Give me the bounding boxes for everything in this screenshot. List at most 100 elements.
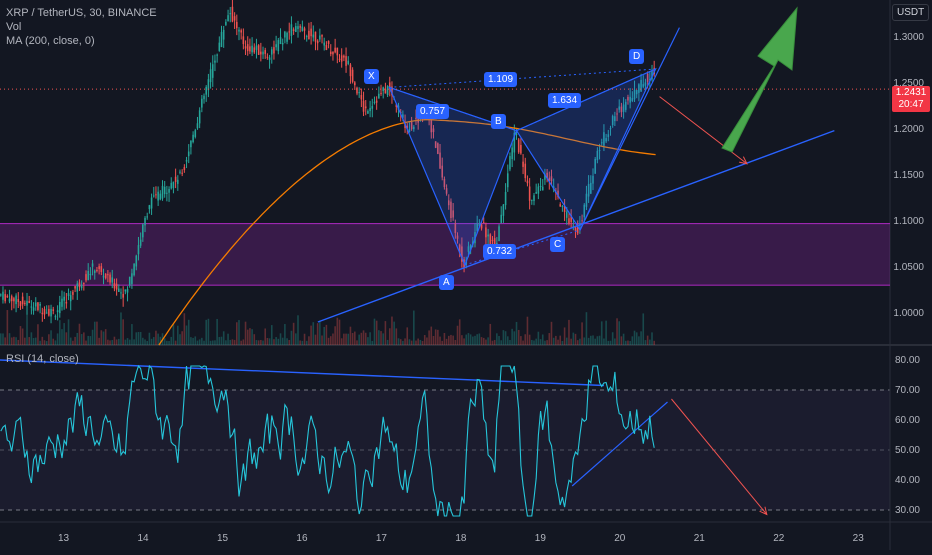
volume-bar <box>152 337 155 345</box>
rising-wedge-line <box>579 27 680 231</box>
candle-body <box>8 298 11 302</box>
rsi-arrow-red-head <box>759 506 768 516</box>
volume-bar <box>34 337 37 345</box>
candle-body <box>413 126 415 130</box>
rsi-tick-label: 40.00 <box>895 475 920 486</box>
candle-body <box>166 192 168 194</box>
candle-body <box>319 35 321 40</box>
volume-bar <box>522 340 524 345</box>
candle-body <box>181 172 183 174</box>
volume-bar <box>399 339 402 345</box>
candle-body <box>620 106 623 113</box>
candle-body <box>447 200 450 206</box>
candle-body <box>135 255 138 267</box>
candle-body <box>454 222 457 233</box>
candle-body <box>231 6 234 22</box>
volume-bar <box>491 340 494 345</box>
volume-bar <box>640 331 642 345</box>
candle-body <box>262 51 264 55</box>
volume-bar <box>408 339 411 345</box>
volume-bar <box>356 340 358 345</box>
candle-body <box>404 123 406 129</box>
volume-bar <box>347 333 350 345</box>
volume-bar <box>515 321 518 345</box>
candle-body <box>461 246 463 262</box>
volume-bar <box>454 339 457 345</box>
currency-badge[interactable]: USDT <box>892 4 930 21</box>
candle-body <box>168 188 170 193</box>
volume-bar <box>15 337 17 345</box>
candle-body <box>83 282 85 284</box>
candle-body <box>183 167 186 170</box>
volume-bar <box>325 324 328 345</box>
candle-body <box>109 274 111 283</box>
candle-body <box>17 299 20 302</box>
volume-bar <box>548 333 551 345</box>
target-arrow-red-head <box>739 156 748 165</box>
candle-body <box>142 224 144 238</box>
rsi-tick-label: 70.00 <box>895 385 920 396</box>
candle-body <box>146 216 148 218</box>
volume-bar <box>504 331 507 345</box>
volume-bar <box>211 340 214 345</box>
volume-bar <box>181 331 183 345</box>
candle-body <box>587 183 590 197</box>
volume-bar <box>214 340 216 345</box>
volume-bar <box>194 336 197 345</box>
candle-body <box>133 263 135 276</box>
candle-body <box>65 301 68 304</box>
volume-bar <box>596 336 599 345</box>
volume-bar <box>231 339 234 345</box>
volume-bar <box>233 339 236 345</box>
candle-body <box>214 60 216 63</box>
rsi-tick-label: 60.00 <box>895 415 920 426</box>
candle-body <box>290 24 293 36</box>
volume-bar <box>618 321 621 345</box>
candle-body <box>192 134 194 143</box>
volume-bar <box>284 324 286 345</box>
volume-bar <box>533 340 535 345</box>
volume-bar <box>159 336 162 345</box>
volume-bar <box>135 332 138 345</box>
volume-bar <box>170 336 173 345</box>
volume-bar <box>430 326 433 345</box>
candle-body <box>128 276 131 286</box>
volume-bar <box>301 340 304 345</box>
volume-bar <box>137 332 140 345</box>
volume-bar <box>262 340 264 345</box>
point-c-label: C <box>550 237 566 252</box>
candle-body <box>264 50 267 54</box>
volume-bar <box>472 336 474 345</box>
volume-bar <box>360 332 363 345</box>
volume-bar <box>445 338 448 345</box>
candle-body <box>378 93 380 99</box>
volume-bar <box>8 333 11 345</box>
candle-body <box>6 295 9 298</box>
volume-bar <box>380 331 382 345</box>
volume-bar <box>489 323 492 345</box>
bar-countdown: 20:47 <box>898 99 924 110</box>
candle-body <box>515 134 518 136</box>
volume-bar <box>6 310 9 345</box>
volume-bar <box>98 337 100 345</box>
candle-body <box>89 273 92 276</box>
volume-bar <box>190 337 192 345</box>
volume-bar <box>369 332 371 345</box>
candle-body <box>590 182 592 194</box>
candle-body <box>222 29 225 40</box>
candle-body <box>329 51 332 55</box>
xd-ratio-label: 1.109 <box>484 72 518 87</box>
volume-bar <box>39 340 41 345</box>
candle-body <box>45 312 48 314</box>
time-tick-label: 14 <box>137 533 149 544</box>
volume-bar <box>386 339 389 345</box>
candle-body <box>511 147 513 160</box>
volume-bar <box>450 334 452 345</box>
time-tick-label: 19 <box>535 533 547 544</box>
volume-bar <box>192 337 194 345</box>
volume-bar <box>633 330 636 345</box>
candle-body <box>28 301 30 303</box>
candle-body <box>334 47 336 53</box>
